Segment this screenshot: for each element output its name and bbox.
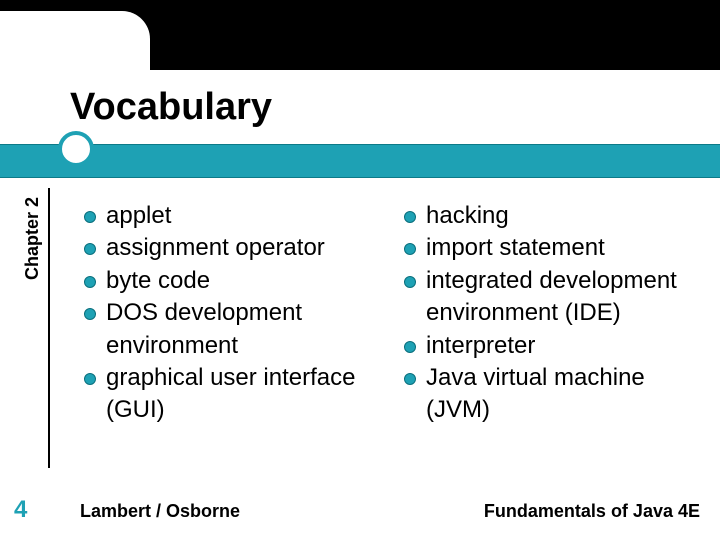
page-number: 4 bbox=[14, 496, 27, 524]
chapter-label: Chapter 2 bbox=[22, 197, 43, 280]
footer: 4 Lambert / Osborne Fundamentals of Java… bbox=[0, 494, 720, 524]
slide-title: Vocabulary bbox=[70, 86, 272, 129]
list-item: interpreter bbox=[400, 330, 700, 362]
list-item: hacking bbox=[400, 200, 700, 232]
sidebar-divider bbox=[48, 188, 50, 468]
list-item: DOS development environment bbox=[80, 297, 380, 362]
vocab-list-left: applet assignment operator byte code DOS… bbox=[80, 200, 380, 427]
list-item: Java virtual machine (JVM) bbox=[400, 362, 700, 427]
slide: Vocabulary Chapter 2 applet assignment o… bbox=[0, 0, 720, 540]
left-column: applet assignment operator byte code DOS… bbox=[80, 200, 380, 427]
vocab-list-right: hacking import statement integrated deve… bbox=[400, 200, 700, 427]
top-black-bar bbox=[0, 0, 720, 70]
footer-authors: Lambert / Osborne bbox=[80, 501, 240, 522]
list-item: byte code bbox=[80, 265, 380, 297]
footer-book-title: Fundamentals of Java 4E bbox=[484, 501, 700, 522]
right-column: hacking import statement integrated deve… bbox=[400, 200, 700, 427]
list-item: assignment operator bbox=[80, 232, 380, 264]
content-area: applet assignment operator byte code DOS… bbox=[80, 200, 700, 427]
list-item: import statement bbox=[400, 232, 700, 264]
list-item: applet bbox=[80, 200, 380, 232]
accent-bar bbox=[0, 144, 720, 178]
list-item: graphical user interface (GUI) bbox=[80, 362, 380, 427]
list-item: integrated development environment (IDE) bbox=[400, 265, 700, 330]
